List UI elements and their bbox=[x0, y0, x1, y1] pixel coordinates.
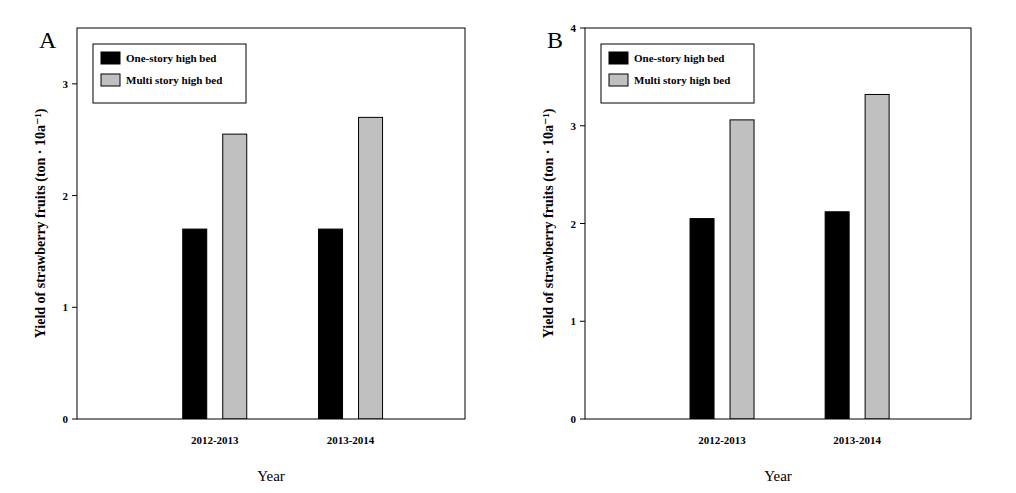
bar bbox=[825, 212, 849, 419]
y-tick bbox=[580, 419, 585, 420]
y-tick bbox=[72, 83, 77, 84]
y-tick bbox=[580, 28, 585, 29]
legend-swatch bbox=[609, 52, 628, 64]
y-tick-label: 1 bbox=[63, 301, 69, 313]
y-tick bbox=[72, 195, 77, 196]
y-tick bbox=[580, 125, 585, 126]
y-tick bbox=[580, 321, 585, 322]
legend-label: One-story high bed bbox=[634, 52, 724, 64]
frame bbox=[77, 28, 465, 419]
legend-label: One-story high bed bbox=[126, 52, 216, 64]
legend-swatch bbox=[609, 74, 628, 86]
y-axis-label: Yield of strawberry fruits (ton · 10a⁻¹) bbox=[541, 108, 557, 338]
x-tick-label: 2013-2014 bbox=[327, 434, 375, 446]
legend-box bbox=[601, 44, 754, 103]
y-tick-label: 1 bbox=[571, 315, 577, 327]
x-tick-label: 2013-2014 bbox=[833, 434, 881, 446]
legend: One-story high bed Multi story high bed bbox=[93, 44, 246, 103]
panel: 2012-2013 2013-2014 0 1 2 3 4B Year Yield of str… bbox=[541, 22, 971, 484]
y-tick-label: 2 bbox=[63, 190, 69, 202]
y-tick-label: 2 bbox=[571, 218, 577, 230]
y-tick-label: 3 bbox=[571, 120, 577, 132]
x-tick-label: 2012-2013 bbox=[698, 434, 746, 446]
legend-swatch bbox=[101, 52, 120, 64]
panel-title: A bbox=[39, 27, 57, 53]
y-tick bbox=[72, 307, 77, 308]
y-tick bbox=[72, 419, 77, 420]
y-tick-label: 0 bbox=[63, 413, 69, 425]
y-tick-label: 3 bbox=[63, 78, 69, 90]
panel-title: B bbox=[547, 27, 563, 53]
x-tick-label: 2012-2013 bbox=[191, 434, 239, 446]
bar bbox=[223, 134, 247, 419]
legend-swatch bbox=[101, 74, 120, 86]
legend-label: Multi story high bed bbox=[634, 74, 730, 86]
bar bbox=[730, 120, 754, 419]
bars bbox=[183, 117, 383, 419]
bar bbox=[359, 117, 383, 419]
legend-label: Multi story high bed bbox=[126, 74, 222, 86]
bar bbox=[690, 219, 714, 419]
bar bbox=[183, 229, 207, 419]
bar bbox=[865, 94, 889, 419]
y-axis-label: Yield of strawberry fruits (ton · 10a⁻¹) bbox=[33, 108, 49, 338]
panel: 2012-2013 2013-2014 0 1 2 3 A Year Yield of stra… bbox=[33, 27, 465, 484]
frame bbox=[585, 28, 971, 419]
y-tick bbox=[580, 223, 585, 224]
y-tick-label: 0 bbox=[571, 413, 577, 425]
bar bbox=[319, 229, 343, 419]
bars bbox=[690, 94, 889, 419]
legend: One-story high bed Multi story high bed bbox=[601, 44, 754, 103]
x-axis-label: Year bbox=[764, 468, 792, 484]
x-axis-label: Year bbox=[257, 468, 285, 484]
y-tick-label: 4 bbox=[571, 22, 577, 34]
figure: 2012-2013 2013-2014 0 1 2 3 A Year Yield of stra… bbox=[0, 0, 1016, 493]
legend-box bbox=[93, 44, 246, 103]
